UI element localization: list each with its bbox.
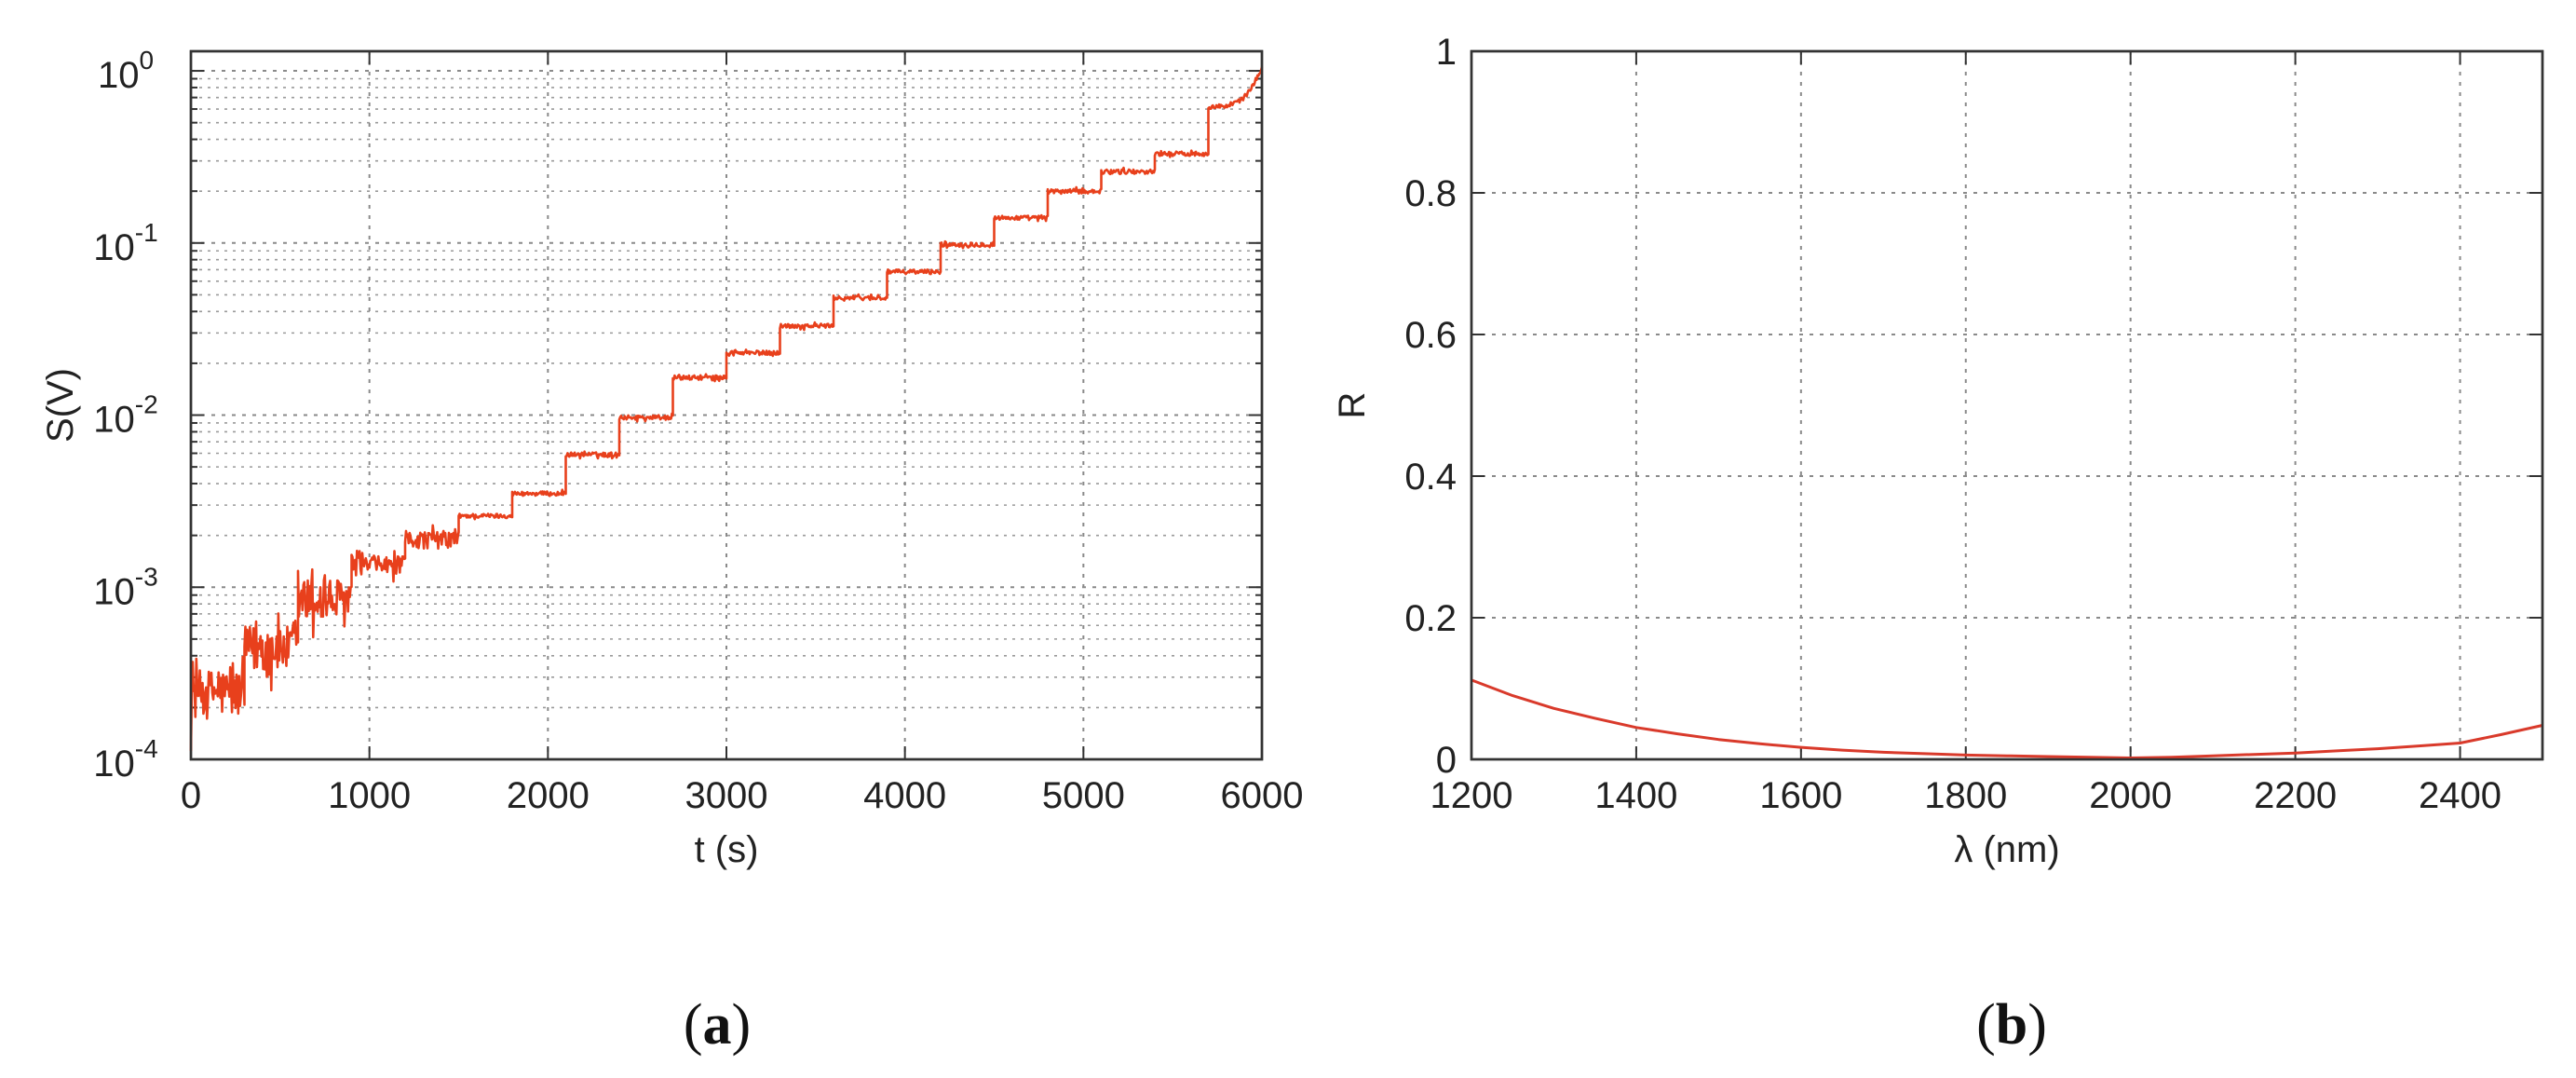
chart-b-x-tick-label: 1600	[1759, 775, 1842, 816]
chart-b-frame	[1470, 49, 2544, 761]
chart-b-y-tick-label: 1	[1436, 32, 1457, 73]
chart-b-grid	[1471, 51, 2542, 759]
chart-b-plot-area	[1470, 49, 2544, 761]
chart-a-y-tick-label: 10-3	[93, 562, 157, 612]
chart-a: 0 1000 2000 3000 4000 5000 6000 10-410-310-210…	[40, 46, 1303, 1057]
chart-b-y-tick-label: 0.2	[1404, 598, 1457, 639]
chart-b-x-tick-label: 1800	[1924, 775, 2007, 816]
chart-b-x-axis-label: λ (nm)	[1954, 829, 2059, 870]
chart-b-x-tick-label: 2400	[2419, 775, 2501, 816]
chart-a-grid	[191, 51, 1262, 760]
chart-b-y-tick-label: 0.4	[1404, 457, 1457, 498]
chart-b-y-tick-labels: 0 0.2 0.4 0.6 0.8 1	[1404, 32, 1457, 781]
chart-a-y-tick-label: 100	[98, 46, 154, 96]
chart-a-y-axis-label: S(V)	[40, 368, 81, 443]
chart-a-x-tick-label: 4000	[863, 775, 946, 816]
chart-a-y-tick-label: 10-1	[93, 218, 157, 268]
chart-b-y-axis-label: R	[1332, 392, 1373, 419]
chart-b-x-tick-labels: 1200 1400 1600 1800 2000 2200 2400	[1430, 775, 2502, 816]
chart-a-series-line	[189, 66, 1264, 752]
chart-a-x-tick-label: 2000	[507, 775, 590, 816]
chart-a-x-tick-label: 3000	[685, 775, 768, 816]
chart-a-x-tick-labels: 0 1000 2000 3000 4000 5000 6000	[181, 775, 1304, 816]
chart-a-y-tick-labels: 10-4 10-3 10-2 10-1 100	[93, 46, 157, 785]
chart-a-x-axis-label: t (s)	[695, 829, 759, 870]
chart-a-x-tick-label: 0	[181, 775, 201, 816]
chart-b-x-tick-label: 1400	[1594, 775, 1677, 816]
chart-b-x-tick-label: 2200	[2254, 775, 2337, 816]
chart-a-x-tick-label: 5000	[1042, 775, 1125, 816]
chart-b-y-tick-label: 0.6	[1404, 315, 1457, 356]
chart-a-y-tick-label: 10-4	[93, 734, 157, 785]
chart-a-y-tick-label: 10-2	[93, 390, 157, 441]
chart-b-x-tick-label: 1200	[1430, 775, 1513, 816]
chart-b-y-tick-label: 0	[1436, 740, 1457, 781]
chart-b-y-tick-label: 0.8	[1404, 173, 1457, 214]
chart-b-x-tick-label: 2000	[2089, 775, 2172, 816]
chart-a-panel-label: (a)	[684, 993, 751, 1057]
chart-a-plot-area	[189, 49, 1264, 761]
chart-a-frame	[189, 49, 1264, 761]
chart-a-x-tick-label: 1000	[328, 775, 411, 816]
chart-b-series-line	[1471, 678, 2543, 759]
chart-b: 1200 1400 1600 1800 2000 2200 2400 00.20.40.60…	[1332, 32, 2544, 1057]
chart-b-panel-label: (b)	[1976, 993, 2047, 1057]
chart-a-x-tick-label: 6000	[1221, 775, 1304, 816]
